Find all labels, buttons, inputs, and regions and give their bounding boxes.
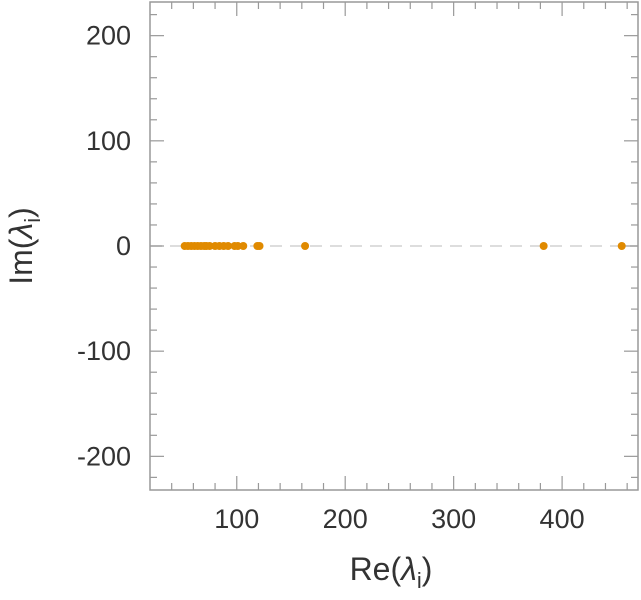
data-point: [539, 242, 548, 250]
x-tick-label: 100: [214, 504, 259, 534]
y-tick-label: 0: [116, 231, 131, 261]
x-tick-label: 200: [323, 504, 368, 534]
y-tick-label: -100: [77, 336, 131, 366]
plot-frame: [149, 1, 639, 491]
y-tick-label: -200: [77, 441, 131, 471]
x-tick-label: 400: [540, 504, 585, 534]
y-tick-label: 100: [86, 126, 131, 156]
x-axis-label: Re(λi): [350, 551, 433, 593]
data-point: [255, 242, 264, 250]
y-tick-labels: 200 100 0 -100 -200: [77, 21, 131, 472]
data-points: [180, 242, 626, 250]
x-tick-label: 300: [431, 504, 476, 534]
data-point: [301, 242, 310, 250]
x-tick-labels: 100 200 300 400: [214, 504, 584, 534]
y-axis-label: Im(λi): [3, 207, 45, 285]
data-point: [617, 242, 626, 250]
major-ticks: [150, 2, 638, 490]
minor-ticks: [150, 2, 638, 490]
data-point: [224, 242, 233, 250]
y-tick-label: 200: [86, 21, 131, 51]
data-point: [239, 242, 248, 250]
